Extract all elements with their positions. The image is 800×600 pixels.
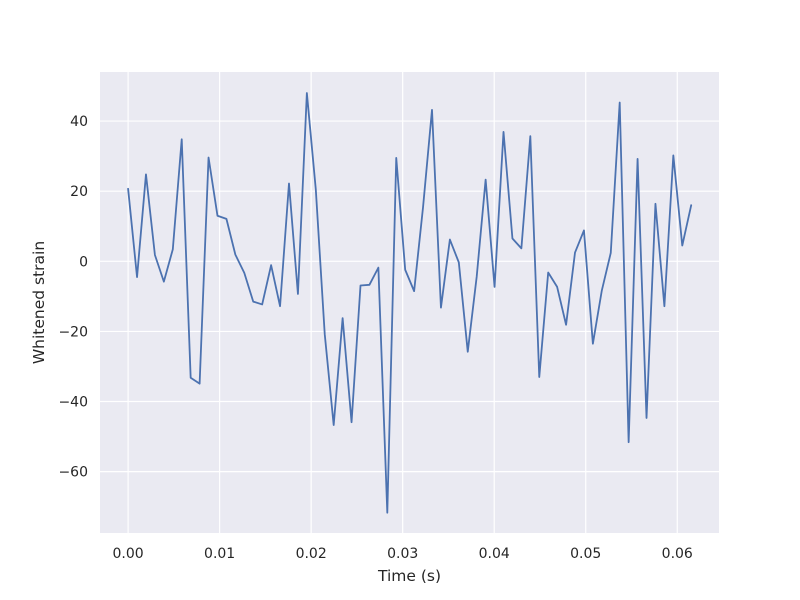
x-tick-label: 0.01	[204, 546, 235, 562]
y-tick-labels: −60 −40 −20 0 20 40	[58, 114, 88, 481]
x-tick-label: 0.03	[387, 546, 418, 562]
y-axis-title: Whitened strain	[30, 241, 48, 364]
plot-area	[100, 72, 719, 533]
y-tick-label: 20	[70, 184, 88, 200]
y-tick-label: 0	[79, 254, 88, 270]
x-tick-label: 0.04	[479, 546, 510, 562]
y-tick-label: −20	[58, 324, 88, 340]
y-tick-label: 40	[70, 114, 88, 130]
x-tick-label: 0.00	[113, 546, 144, 562]
y-tick-label: −60	[58, 465, 88, 481]
x-tick-label: 0.02	[296, 546, 327, 562]
x-tick-label: 0.06	[662, 546, 693, 562]
grid-horizontal	[100, 120, 719, 473]
x-axis-title: Time (s)	[377, 567, 441, 585]
y-tick-label: −40	[58, 395, 88, 411]
series-line	[127, 92, 693, 514]
x-tick-labels: 0.00 0.01 0.02 0.03 0.04 0.05 0.06	[113, 546, 693, 562]
x-tick-label: 0.05	[570, 546, 601, 562]
